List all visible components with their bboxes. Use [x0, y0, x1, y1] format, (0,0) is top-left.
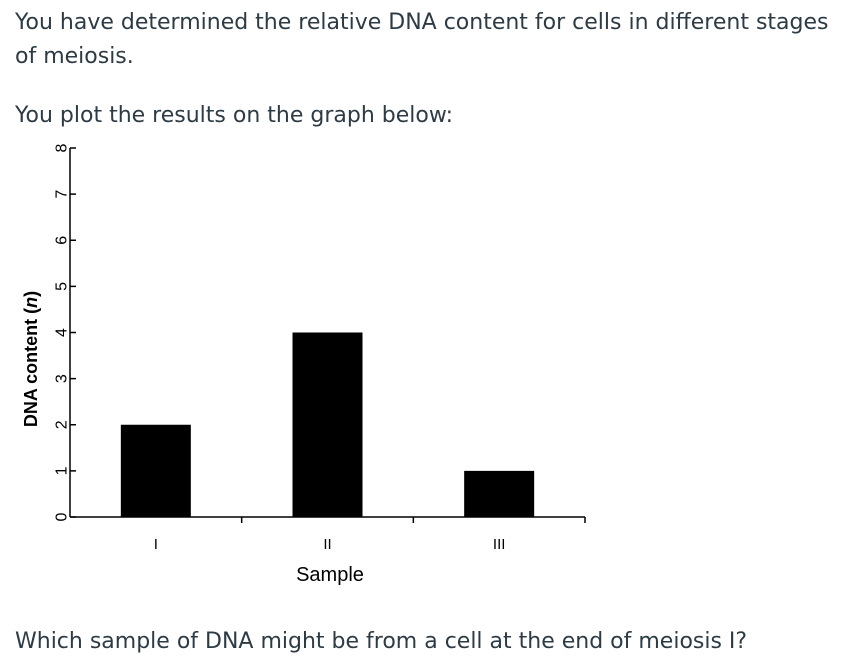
- y-tick-label: 2: [54, 420, 71, 429]
- x-tick-label: I: [154, 536, 158, 553]
- y-tick-label: 6: [54, 236, 71, 245]
- x-axis-label: Sample: [296, 564, 364, 586]
- x-axis: I II III: [70, 516, 586, 553]
- y-tick-label: 5: [54, 282, 71, 291]
- y-axis-label-unit: n: [21, 297, 41, 308]
- y-axis-label: DNA content (n): [21, 291, 41, 427]
- y-axis: 0 1 2 3 4 5 6 7 8: [54, 143, 76, 521]
- question-text: Which sample of DNA might be from a cell…: [15, 629, 748, 654]
- intro-text: You have determined the relative DNA con…: [15, 10, 829, 69]
- y-tick-label: 0: [54, 512, 71, 521]
- y-axis-label-main: DNA content (: [21, 308, 41, 427]
- prompt-text: You plot the results on the graph below:: [15, 103, 454, 128]
- bar-sample-3: [464, 470, 535, 517]
- y-tick-label: 1: [54, 466, 71, 475]
- bar-sample-1: [120, 424, 191, 517]
- bar-sample-2: [292, 332, 363, 517]
- y-tick-label: 4: [54, 328, 71, 337]
- y-tick-label: 8: [54, 143, 71, 152]
- y-tick-label: 3: [54, 374, 71, 383]
- y-axis-label-close: ): [21, 291, 41, 297]
- bars: [120, 332, 535, 517]
- y-tick-label: 7: [54, 190, 71, 199]
- x-tick-label: II: [323, 536, 331, 553]
- x-tick-label: III: [493, 536, 506, 553]
